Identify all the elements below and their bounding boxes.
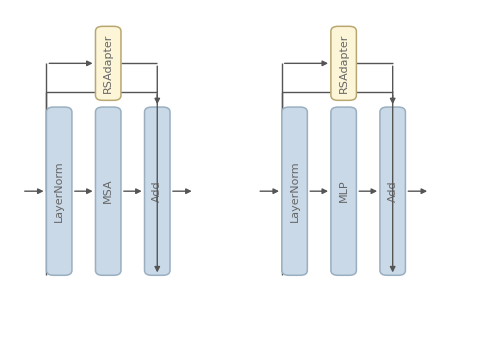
FancyBboxPatch shape [331, 26, 357, 100]
Text: MLP: MLP [339, 180, 349, 202]
Text: RSAdapter: RSAdapter [103, 34, 113, 93]
Text: MSA: MSA [103, 179, 113, 203]
FancyBboxPatch shape [380, 107, 405, 275]
FancyBboxPatch shape [282, 107, 308, 275]
FancyBboxPatch shape [95, 26, 121, 100]
Text: LayerNorm: LayerNorm [54, 160, 64, 222]
FancyBboxPatch shape [144, 107, 170, 275]
FancyBboxPatch shape [95, 107, 121, 275]
Text: LayerNorm: LayerNorm [290, 160, 300, 222]
FancyBboxPatch shape [47, 107, 72, 275]
Text: Add: Add [152, 180, 162, 202]
FancyBboxPatch shape [331, 107, 357, 275]
Text: RSAdapter: RSAdapter [339, 34, 349, 93]
Text: Add: Add [388, 180, 398, 202]
